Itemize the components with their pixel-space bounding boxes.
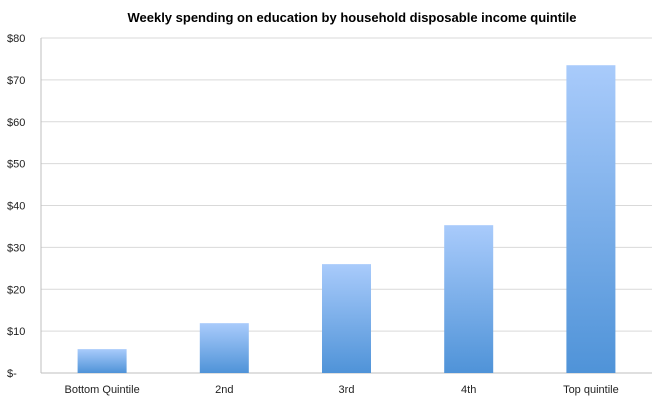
y-tick-label: $10 xyxy=(7,326,25,338)
bar xyxy=(77,349,127,373)
y-tick-label: $30 xyxy=(7,242,25,254)
x-tick-label: 2nd xyxy=(215,384,233,396)
x-tick-label: 3rd xyxy=(339,384,355,396)
bar xyxy=(199,323,249,373)
bar xyxy=(444,225,494,373)
y-tick-label: $- xyxy=(7,368,17,380)
y-tick-label: $20 xyxy=(7,284,25,296)
y-tick-label: $50 xyxy=(7,159,25,171)
x-tick-label: 4th xyxy=(461,384,476,396)
y-tick-label: $40 xyxy=(7,201,25,213)
y-tick-label: $80 xyxy=(7,33,25,45)
bar xyxy=(322,264,371,373)
bar xyxy=(566,65,616,373)
x-tick-label: Top quintile xyxy=(563,384,619,396)
y-tick-label: $70 xyxy=(7,75,25,87)
chart-title: Weekly spending on education by househol… xyxy=(127,10,576,25)
x-tick-label: Bottom Quintile xyxy=(64,384,139,396)
y-tick-label: $60 xyxy=(7,117,25,129)
